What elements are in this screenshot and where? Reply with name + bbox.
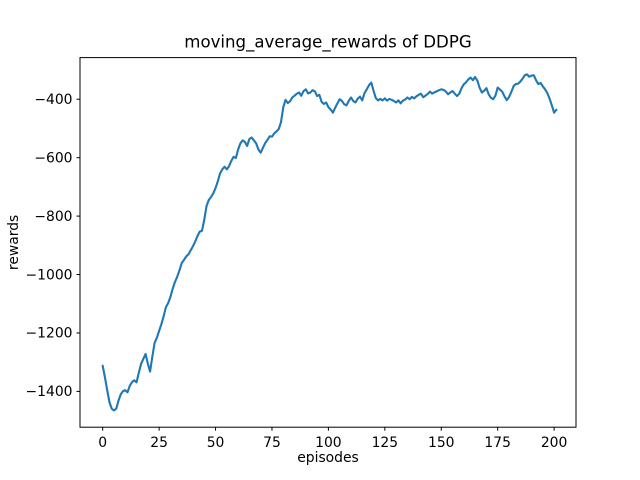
y-tick-label: −1400 bbox=[26, 384, 73, 400]
x-tick-label: 75 bbox=[263, 435, 281, 451]
x-axis-label: episodes bbox=[297, 450, 359, 466]
y-axis-ticks: −1400 −1200 −1000 −800 −600 −400 bbox=[26, 92, 80, 400]
y-tick-label: −1200 bbox=[26, 326, 73, 342]
x-tick-label: 100 bbox=[315, 435, 342, 451]
y-axis-label: rewards bbox=[6, 215, 22, 270]
x-tick-label: 50 bbox=[207, 435, 225, 451]
chart-title: moving_average_rewards of DDPG bbox=[184, 33, 471, 53]
y-tick-label: −600 bbox=[34, 150, 72, 166]
reward-line-series bbox=[101, 73, 558, 412]
plot-border bbox=[79, 57, 577, 428]
x-tick-label: 0 bbox=[98, 435, 107, 451]
x-tick-label: 150 bbox=[428, 435, 455, 451]
x-tick-label: 200 bbox=[541, 435, 568, 451]
x-tick-label: 125 bbox=[372, 435, 399, 451]
y-tick-label: −1000 bbox=[26, 267, 73, 283]
y-tick-label: −800 bbox=[34, 209, 72, 225]
x-tick-label: 25 bbox=[150, 435, 168, 451]
y-tick-label: −400 bbox=[34, 92, 72, 108]
x-axis-ticks: 0 25 50 75 100 125 150 175 200 bbox=[98, 427, 567, 451]
x-tick-label: 175 bbox=[484, 435, 511, 451]
